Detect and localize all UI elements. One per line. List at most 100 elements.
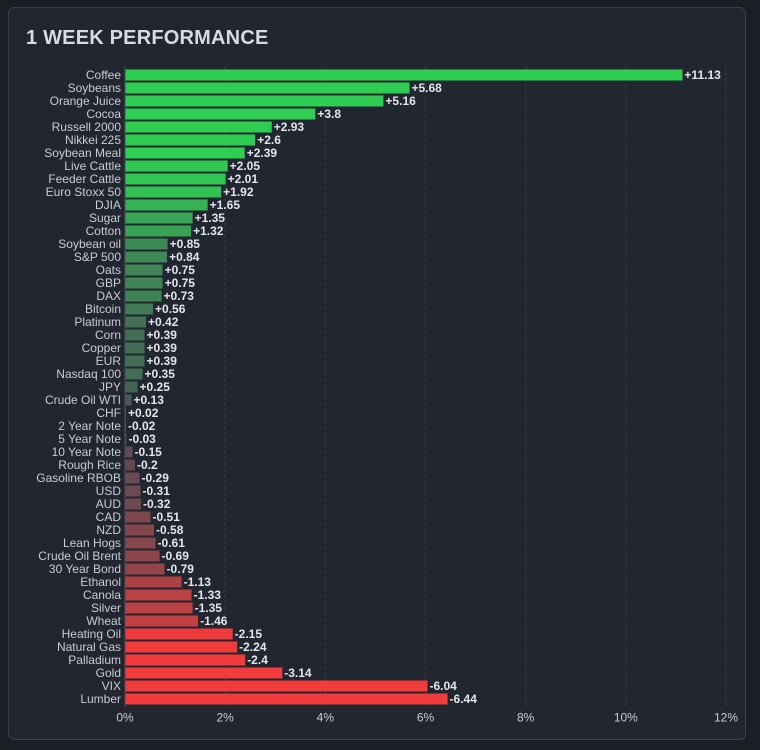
value-label: +0.42 (148, 315, 179, 329)
category-label: CAD (96, 510, 122, 524)
x-tick-label: 10% (614, 711, 638, 725)
value-label: +0.39 (147, 341, 178, 355)
value-label: +0.56 (155, 302, 186, 316)
category-label: Nikkei 225 (65, 133, 121, 147)
bar (125, 121, 272, 133)
category-label: Canola (83, 588, 121, 602)
category-label: Gasoline RBOB (36, 471, 121, 485)
bar (125, 407, 127, 419)
category-label: USD (96, 484, 122, 498)
value-label: -0.51 (153, 510, 181, 524)
value-label: +0.75 (165, 263, 196, 277)
value-label: -1.33 (194, 588, 222, 602)
category-label: Rough Rice (58, 458, 121, 472)
bar (125, 316, 147, 328)
bar (125, 199, 208, 211)
value-label: -0.15 (135, 445, 163, 459)
category-label: GBP (96, 276, 121, 290)
bar (125, 381, 138, 393)
bar (125, 368, 143, 380)
category-label: Cotton (86, 224, 121, 238)
bar (125, 628, 233, 640)
bar (125, 238, 168, 250)
value-label: +2.93 (274, 120, 305, 134)
bar (125, 589, 192, 601)
category-label: 10 Year Note (52, 445, 122, 459)
bar (125, 147, 245, 159)
value-label: -0.29 (142, 471, 170, 485)
bar (125, 277, 163, 289)
bar (125, 680, 428, 692)
bar (125, 69, 683, 81)
category-label: Cocoa (86, 107, 121, 121)
category-label: S&P 500 (74, 250, 121, 264)
bar (125, 355, 145, 367)
value-label: -2.15 (235, 627, 263, 641)
bar (125, 329, 145, 341)
value-label: +0.39 (147, 328, 178, 342)
category-label: Ethanol (80, 575, 121, 589)
bar (125, 173, 226, 185)
value-label: +1.92 (223, 185, 254, 199)
value-label: +2.05 (230, 159, 261, 173)
value-label: -0.79 (167, 562, 195, 576)
x-tick-label: 12% (714, 711, 738, 725)
bar (125, 459, 136, 471)
value-label: -1.46 (200, 614, 228, 628)
category-label: Wheat (86, 614, 121, 628)
category-label: Live Cattle (64, 159, 121, 173)
bar (125, 342, 145, 354)
value-label: -0.2 (137, 458, 158, 472)
bar (125, 654, 246, 666)
x-tick-label: 4% (317, 711, 335, 725)
value-label: -6.44 (450, 692, 478, 706)
value-label: -6.04 (430, 679, 458, 693)
value-label: -2.4 (247, 653, 268, 667)
value-label: +0.25 (140, 380, 171, 394)
value-label: +0.85 (170, 237, 201, 251)
bar (125, 225, 192, 237)
bar (125, 550, 160, 562)
x-tick-label: 2% (216, 711, 234, 725)
category-label: Lumber (80, 692, 121, 706)
value-label: +0.75 (165, 276, 196, 290)
category-label: Palladium (68, 653, 121, 667)
value-label: -3.14 (284, 666, 312, 680)
bar (125, 82, 410, 94)
value-label: -0.03 (129, 432, 157, 446)
category-label: DJIA (95, 198, 121, 212)
bar (125, 498, 142, 510)
category-label: 30 Year Bond (49, 562, 121, 576)
category-label: Natural Gas (57, 640, 121, 654)
category-label: NZD (96, 523, 121, 537)
category-label: Silver (91, 601, 121, 615)
bar (125, 537, 156, 549)
category-label: Soybean Meal (44, 146, 121, 160)
value-label: -0.02 (128, 419, 156, 433)
category-label: Coffee (86, 68, 121, 82)
value-label: +11.13 (684, 68, 721, 82)
bar (125, 303, 154, 315)
value-label: +1.65 (210, 198, 241, 212)
value-label: +5.68 (411, 81, 442, 95)
bar (125, 264, 163, 276)
x-tick-label: 0% (116, 711, 134, 725)
category-label: AUD (96, 497, 122, 511)
bar (125, 95, 384, 107)
category-label: 2 Year Note (58, 419, 121, 433)
category-label: 5 Year Note (58, 432, 121, 446)
value-label: +0.39 (147, 354, 178, 368)
value-label: +0.02 (128, 406, 159, 420)
bar (125, 576, 182, 588)
category-label: Copper (82, 341, 121, 355)
value-label: +2.39 (247, 146, 278, 160)
value-label: -0.32 (143, 497, 171, 511)
category-label: Gold (96, 666, 121, 680)
category-label: Russell 2000 (52, 120, 122, 134)
category-label: CHF (96, 406, 121, 420)
category-label: JPY (99, 380, 121, 394)
value-label: +0.84 (169, 250, 200, 264)
category-label: Sugar (89, 211, 121, 225)
bar (125, 693, 448, 705)
category-label: Lean Hogs (63, 536, 121, 550)
